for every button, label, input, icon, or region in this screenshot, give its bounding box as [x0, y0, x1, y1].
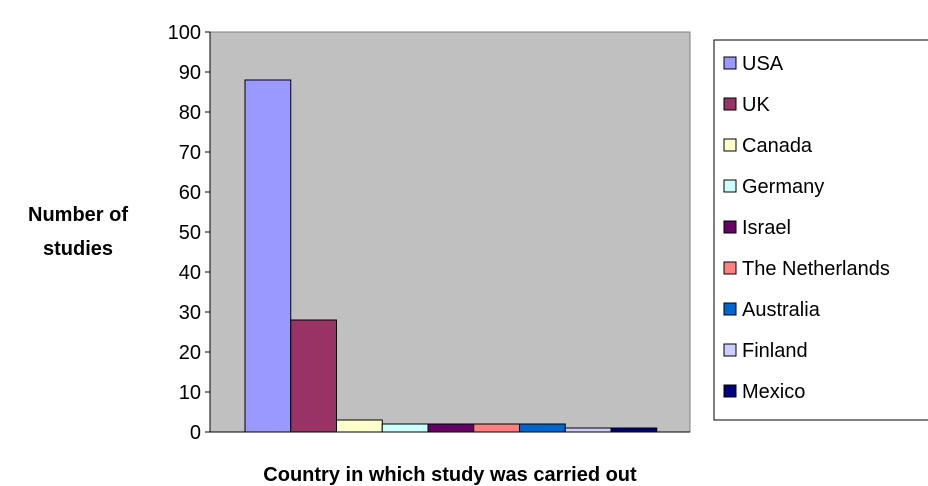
bar-uk	[290, 319, 337, 433]
legend-swatch	[723, 220, 737, 234]
legend-label: Germany	[742, 176, 824, 198]
y-tick-label: 0	[190, 422, 201, 444]
y-axis-title-line-1: Number of	[28, 204, 128, 226]
legend-label: Finland	[742, 340, 808, 362]
legend-label: Australia	[742, 299, 821, 321]
y-tick-label: 70	[179, 142, 201, 164]
y-tick-label: 90	[179, 62, 201, 84]
legend-label: Israel	[742, 217, 791, 239]
y-tick-label: 80	[179, 102, 201, 124]
legend-box	[713, 39, 928, 421]
bar-australia	[519, 423, 566, 433]
y-tick-label: 60	[179, 182, 201, 204]
y-axis: 0 10 20 30 40 50 60 70 80 90 100	[168, 22, 211, 444]
legend-swatch	[723, 343, 737, 357]
bar-usa	[244, 79, 292, 433]
legend-swatch	[723, 138, 737, 152]
legend-label: UK	[742, 94, 770, 116]
bar-the-netherlands	[473, 423, 520, 433]
bar-israel	[427, 423, 475, 433]
legend: USA UK Canada Germany Israel The Netherlands A…	[713, 39, 928, 421]
legend-swatch	[723, 179, 737, 193]
y-tick-label: 50	[179, 222, 201, 244]
y-tick-label: 100	[168, 22, 201, 44]
y-tick-label: 20	[179, 342, 201, 364]
legend-swatch	[723, 97, 737, 111]
y-tick-label: 30	[179, 302, 201, 324]
legend-swatch	[723, 384, 737, 398]
bar-germany	[381, 423, 429, 433]
y-axis-title-line-2: studies	[43, 238, 113, 260]
x-axis-title: Country in which study was carried out	[263, 464, 637, 486]
bars	[210, 79, 690, 433]
bar-finland	[564, 427, 612, 433]
y-tick-label: 40	[179, 262, 201, 284]
legend-swatch	[723, 56, 737, 70]
legend-label: Canada	[742, 135, 813, 157]
bar-canada	[336, 419, 383, 433]
legend-label: USA	[742, 53, 784, 75]
y-tick-label: 10	[179, 382, 201, 404]
legend-label: The Netherlands	[742, 258, 890, 280]
legend-swatch	[723, 302, 737, 316]
legend-swatch	[723, 261, 737, 275]
legend-label: Mexico	[742, 381, 805, 403]
bar-mexico	[610, 427, 658, 433]
